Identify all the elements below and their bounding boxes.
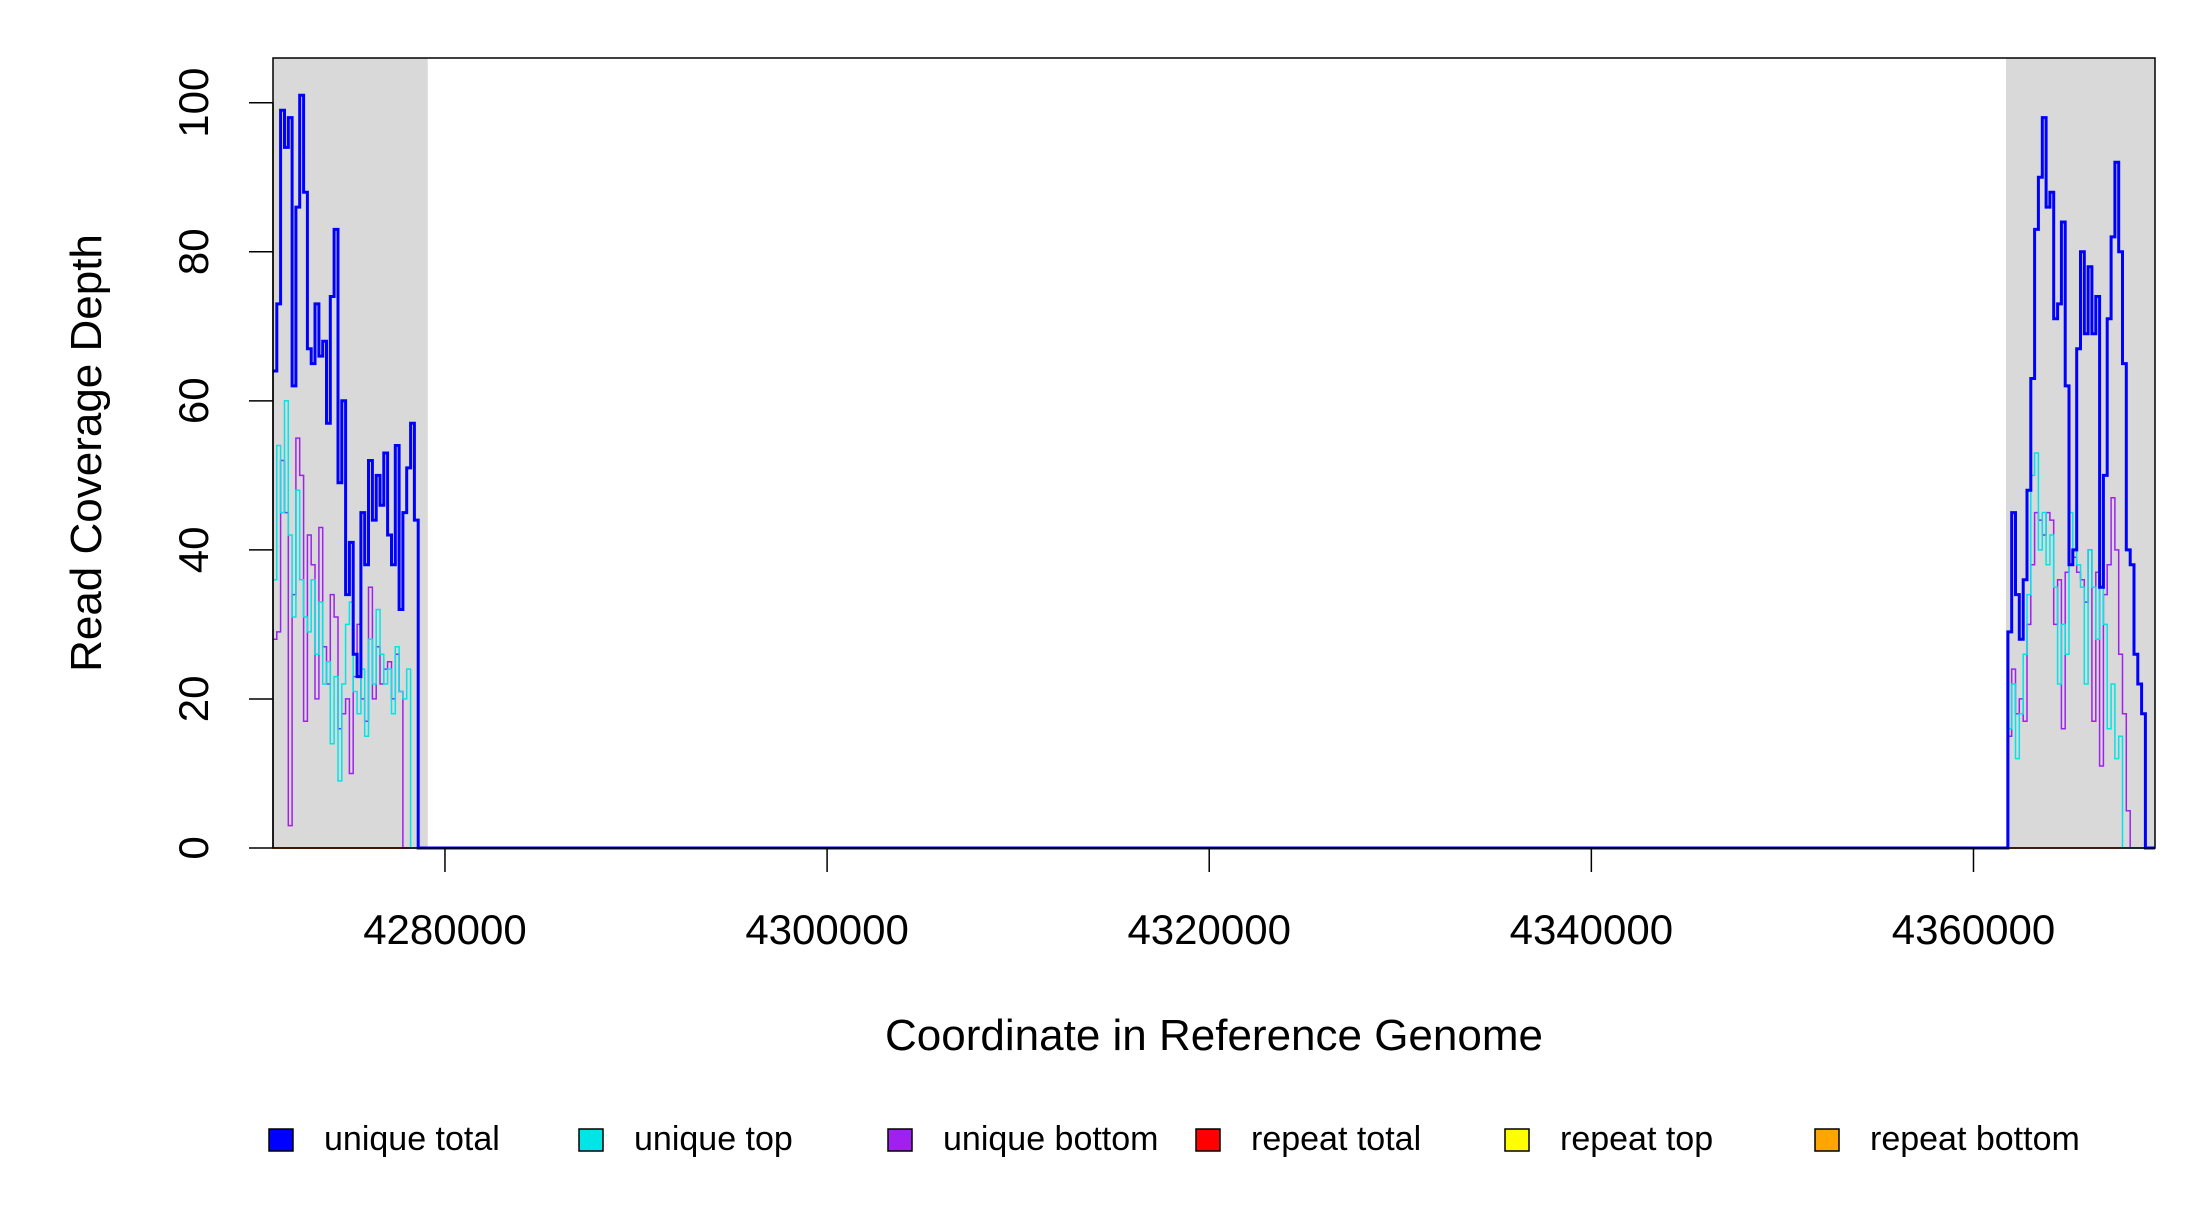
legend-label: unique total [324, 1120, 500, 1158]
series-line-unique-total [273, 93, 2155, 850]
legend-swatch [887, 1128, 913, 1152]
legend-label: repeat total [1251, 1120, 1421, 1158]
legend: unique total unique top unique bottom repea… [268, 1120, 2080, 1158]
legend-swatch [1504, 1128, 1530, 1152]
y-tick-label: 60 [170, 377, 217, 424]
x-tick-label: 4360000 [1892, 906, 2056, 953]
y-tick-label: 40 [170, 527, 217, 574]
legend-swatch [1195, 1128, 1221, 1152]
legend-swatch [1814, 1128, 1840, 1152]
legend-swatch [578, 1128, 604, 1152]
legend-item-unique-bottom: unique bottom [887, 1120, 1159, 1158]
x-tick-label: 4280000 [363, 906, 527, 953]
x-tick-label: 4340000 [1510, 906, 1674, 953]
plot-frame [272, 57, 2156, 849]
x-tick-label: 4320000 [1127, 906, 1291, 953]
legend-label: repeat top [1560, 1120, 1713, 1158]
series-line-unique-bottom [273, 437, 2155, 849]
y-tick-label: 20 [170, 676, 217, 723]
legend-item-repeat-total: repeat total [1195, 1120, 1421, 1158]
legend-item-unique-top: unique top [578, 1120, 793, 1158]
legend-label: unique bottom [943, 1120, 1159, 1158]
y-tick-label: 80 [170, 228, 217, 275]
y-tick-label: 100 [170, 68, 217, 138]
legend-swatch [268, 1128, 294, 1152]
series-line-unique-top [273, 400, 2155, 849]
series-lines [273, 93, 2155, 850]
legend-item-unique-total: unique total [268, 1120, 500, 1158]
y-tick-label: 0 [170, 836, 217, 859]
legend-label: repeat bottom [1870, 1120, 2080, 1158]
y-axis-label: Read Coverage Depth [62, 234, 111, 672]
y-axis: 0 20 40 60 80 100 [170, 68, 274, 860]
legend-item-repeat-top: repeat top [1504, 1120, 1713, 1158]
x-tick-label: 4300000 [745, 906, 909, 953]
shaded-region-2 [2005, 58, 2155, 848]
x-axis: 4280000 4300000 4320000 4340000 4360000 [363, 847, 2056, 953]
x-axis-label: Coordinate in Reference Genome [885, 1011, 1543, 1060]
legend-label: unique top [634, 1120, 793, 1158]
shaded-regions [273, 58, 2155, 848]
legend-item-repeat-bottom: repeat bottom [1814, 1120, 2080, 1158]
